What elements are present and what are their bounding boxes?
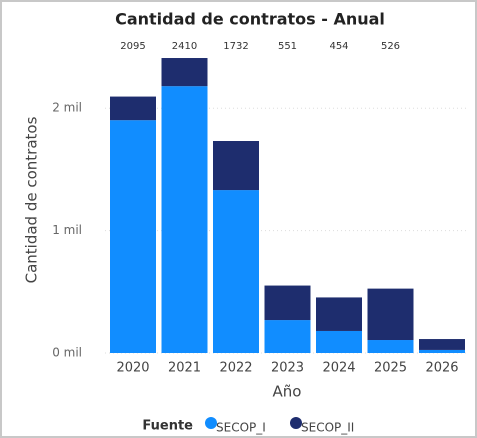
total-label: 526 xyxy=(381,41,400,52)
x-tick-label: 2026 xyxy=(425,361,458,376)
bar-segment xyxy=(264,320,311,353)
legend-swatch xyxy=(290,417,302,429)
total-label: 551 xyxy=(278,41,297,52)
chart-title: Cantidad de contratos - Anual xyxy=(115,10,385,29)
legend-label: SECOP_I xyxy=(216,421,266,435)
x-tick-label: 2022 xyxy=(219,361,252,376)
y-tick-label: 0 mil xyxy=(52,346,82,360)
bar-segment xyxy=(264,285,311,321)
bar-segment xyxy=(161,86,208,353)
legend: SECOP_I SECOP_II xyxy=(205,417,354,435)
y-tick-label: 1 mil xyxy=(52,223,82,237)
bar-segment xyxy=(419,339,465,350)
bar-segment xyxy=(110,120,156,354)
total-label: 2095 xyxy=(120,41,145,52)
legend-swatch xyxy=(205,417,217,429)
bar-segment xyxy=(367,340,414,353)
x-axis-label: Año xyxy=(273,383,302,401)
y-tick-label: 2 mil xyxy=(52,101,82,115)
x-tick-label: 2021 xyxy=(168,361,201,376)
bar-segment xyxy=(316,297,362,331)
bar-segment xyxy=(213,190,259,353)
bar-segment xyxy=(419,349,465,353)
y-axis-label: Cantidad de contratos xyxy=(23,116,41,283)
bar-segment xyxy=(213,141,259,191)
x-tick-label: 2023 xyxy=(271,361,304,376)
total-label: 454 xyxy=(329,41,348,52)
x-tick-label: 2025 xyxy=(374,361,407,376)
x-tick-label: 2020 xyxy=(116,361,149,376)
bar-segment xyxy=(316,330,362,353)
total-label: 2410 xyxy=(172,41,197,52)
bar-segment xyxy=(367,288,414,341)
bar-segment xyxy=(110,96,156,121)
x-tick-label: 2024 xyxy=(322,361,355,376)
total-label: 1732 xyxy=(223,41,248,52)
legend-label: SECOP_II xyxy=(301,421,354,435)
legend-title: Fuente xyxy=(142,419,193,434)
bar-segment xyxy=(161,58,208,87)
